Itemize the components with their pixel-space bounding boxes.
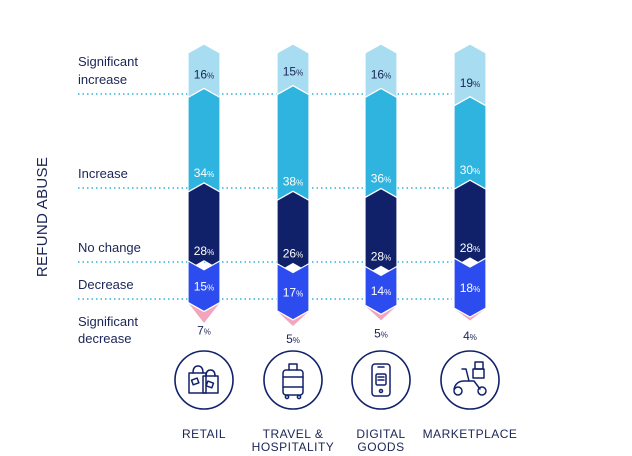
data-label: 7% [197, 324, 211, 338]
category-labels: RETAIL TRAVEL & HOSPITALITY DIGITAL GOODS MAR… [182, 427, 517, 454]
y-axis-title: REFUND ABUSE [34, 157, 51, 277]
data-label: 38% [283, 174, 303, 188]
stacked-bars: 16% 34% 28% 15% 7% 15% 38% 26% 17% 5% 16% 36% 28% 14%… [187, 43, 487, 346]
category-label: DIGITAL GOODS [356, 427, 405, 454]
data-label: 28% [460, 241, 480, 255]
data-label: 4% [463, 329, 477, 343]
data-label: 14% [371, 284, 391, 298]
category-icons [174, 350, 500, 410]
row-label: Increase [78, 166, 128, 181]
data-label: 28% [371, 249, 391, 263]
data-label: 26% [283, 247, 303, 261]
data-label: 15% [194, 280, 214, 294]
data-label: 15% [283, 65, 303, 79]
row-labels: Significant increase Increase No change Decr… [78, 54, 141, 346]
data-label: 5% [374, 326, 388, 340]
data-label: 18% [460, 281, 480, 295]
row-label: Significant increase [78, 54, 138, 87]
data-label: 34% [194, 166, 214, 180]
smartphone-icon [351, 350, 411, 410]
data-label: 16% [371, 67, 391, 81]
data-label: 16% [194, 67, 214, 81]
bar-segment [453, 307, 487, 322]
category-label: RETAIL [182, 427, 226, 441]
data-label: 19% [460, 76, 480, 90]
delivery-scooter-icon [440, 350, 500, 410]
row-label: Decrease [78, 277, 134, 292]
data-label: 30% [460, 163, 480, 177]
suitcase-icon [263, 350, 323, 410]
data-label: 28% [194, 244, 214, 258]
data-label: 36% [371, 172, 391, 186]
data-label: 5% [286, 332, 300, 346]
bar-segment [364, 304, 398, 323]
bar-segment [187, 301, 221, 325]
data-label: 17% [283, 285, 303, 299]
row-label: Significant decrease [78, 314, 138, 346]
bar-segment [276, 309, 310, 328]
category-label: TRAVEL & HOSPITALITY [252, 427, 335, 454]
row-label: No change [78, 240, 141, 255]
shopping-bags-icon [174, 350, 234, 410]
category-label: MARKETPLACE [423, 427, 518, 441]
